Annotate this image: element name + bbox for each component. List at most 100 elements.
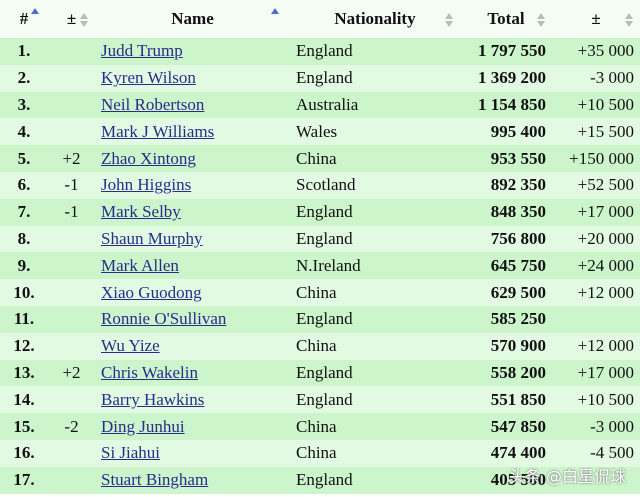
table-cell	[48, 225, 95, 253]
table-cell: Xiao Guodong	[95, 279, 290, 306]
table-cell: China	[290, 413, 460, 440]
table-cell: China	[290, 332, 460, 360]
player-link[interactable]: Ding Junhui	[101, 416, 185, 436]
sort-icon[interactable]	[624, 12, 634, 28]
table-cell: +150 000	[552, 145, 640, 172]
table-row: 3. Neil Robertson Australia 1 154 850 +10 50…	[0, 91, 640, 119]
column-header[interactable]: Nationality	[290, 0, 460, 38]
table-cell: 848 350	[460, 198, 552, 226]
table-cell: 629 500	[460, 279, 552, 306]
table-row: 10. Xiao Guodong China 629 500 +12 000	[0, 279, 640, 306]
table-cell: -1	[48, 171, 95, 199]
table-row: 5. +2 Zhao Xintong China 953 550 +150 000	[0, 145, 640, 172]
player-link[interactable]: Shaun Murphy	[101, 228, 203, 248]
table-cell: 3.	[0, 91, 48, 119]
player-link[interactable]: Si Jiahui	[101, 443, 161, 463]
table-cell: Judd Trump	[95, 38, 290, 65]
table-cell	[48, 332, 95, 360]
table-cell: 645 750	[460, 252, 552, 280]
sort-icon[interactable]	[444, 12, 454, 28]
table-cell: Zhao Xintong	[95, 145, 290, 172]
table-cell: 2.	[0, 64, 48, 92]
table-cell: Barry Hawkins	[95, 386, 290, 414]
table-cell: 551 850	[460, 386, 552, 414]
header-text: Total	[487, 9, 525, 28]
watermark: 头条 @白星侃球	[508, 467, 626, 486]
table-cell: +12 000	[552, 279, 640, 306]
header-text: Nationality	[334, 9, 416, 28]
column-header[interactable]: ±	[552, 0, 640, 38]
header-text: #	[19, 9, 29, 28]
table-cell	[48, 305, 95, 333]
player-link[interactable]: Neil Robertson	[101, 94, 205, 114]
table-cell: 14.	[0, 386, 48, 414]
table-cell: Chris Wakelin	[95, 359, 290, 387]
player-link[interactable]: Judd Trump	[101, 41, 183, 61]
table-cell: 547 850	[460, 413, 552, 440]
table-cell: England	[290, 466, 460, 494]
table-cell: Kyren Wilson	[95, 64, 290, 92]
table-cell	[48, 439, 95, 467]
sort-icon[interactable]	[30, 6, 40, 22]
table-cell	[48, 64, 95, 92]
player-link[interactable]: John Higgins	[101, 175, 192, 195]
player-link[interactable]: Wu Yize	[101, 336, 160, 356]
sort-icon[interactable]	[79, 12, 89, 28]
player-link[interactable]: Mark Selby	[101, 202, 181, 222]
table-cell: +35 000	[552, 38, 640, 65]
table-cell: +10 500	[552, 386, 640, 414]
table-cell: England	[290, 359, 460, 387]
header-text: ±	[591, 9, 601, 28]
table-cell: Australia	[290, 91, 460, 119]
table-cell: 1 154 850	[460, 91, 552, 119]
column-header[interactable]: Name	[95, 0, 290, 38]
table-cell: +24 000	[552, 252, 640, 280]
table-row: 7. -1 Mark Selby England 848 350 +17 000	[0, 198, 640, 226]
table-cell: +17 000	[552, 198, 640, 226]
table-cell: England	[290, 38, 460, 65]
table-cell: Mark J Williams	[95, 118, 290, 146]
table-cell: 558 200	[460, 359, 552, 387]
table-cell: Ronnie O'Sullivan	[95, 305, 290, 333]
player-link[interactable]: Mark J Williams	[101, 121, 215, 141]
table-cell	[48, 279, 95, 306]
column-header[interactable]: #	[0, 0, 48, 38]
sort-icon[interactable]	[536, 12, 546, 28]
player-link[interactable]: Xiao Guodong	[101, 282, 202, 302]
player-link[interactable]: Ronnie O'Sullivan	[101, 309, 227, 329]
table-row: 8. Shaun Murphy England 756 800 +20 000	[0, 225, 640, 253]
player-link[interactable]: Zhao Xintong	[101, 148, 196, 168]
player-link[interactable]: Stuart Bingham	[101, 470, 209, 490]
table-cell: +10 500	[552, 91, 640, 119]
column-header[interactable]: ±	[48, 0, 95, 38]
table-cell: +20 000	[552, 225, 640, 253]
table-cell: 570 900	[460, 332, 552, 360]
player-link[interactable]: Mark Allen	[101, 255, 179, 275]
table-cell: England	[290, 305, 460, 333]
table-row: 1. Judd Trump England 1 797 550 +35 000	[0, 38, 640, 65]
table-row: 2. Kyren Wilson England 1 369 200 -3 000	[0, 64, 640, 92]
sort-icon[interactable]	[270, 6, 280, 22]
table-cell: Si Jiahui	[95, 439, 290, 467]
column-header[interactable]: Total	[460, 0, 552, 38]
table-cell: 10.	[0, 279, 48, 306]
table-cell	[48, 466, 95, 494]
table-cell: 6.	[0, 171, 48, 199]
table-cell	[48, 38, 95, 65]
table-row: 6. -1 John Higgins Scotland 892 350 +52 500	[0, 171, 640, 199]
table-cell: -2	[48, 413, 95, 440]
table-cell: Shaun Murphy	[95, 225, 290, 253]
table-cell: +2	[48, 359, 95, 387]
table-cell: John Higgins	[95, 171, 290, 199]
table-cell: -3 000	[552, 413, 640, 440]
table-cell: Wu Yize	[95, 332, 290, 360]
table-cell: 17.	[0, 466, 48, 494]
table-cell: 1.	[0, 38, 48, 65]
table-cell: 1 797 550	[460, 38, 552, 65]
player-link[interactable]: Kyren Wilson	[101, 68, 196, 88]
table-cell: 995 400	[460, 118, 552, 146]
player-link[interactable]: Chris Wakelin	[101, 362, 199, 382]
table-cell: Scotland	[290, 171, 460, 199]
player-link[interactable]: Barry Hawkins	[101, 389, 205, 409]
header-text: ±	[66, 9, 77, 28]
